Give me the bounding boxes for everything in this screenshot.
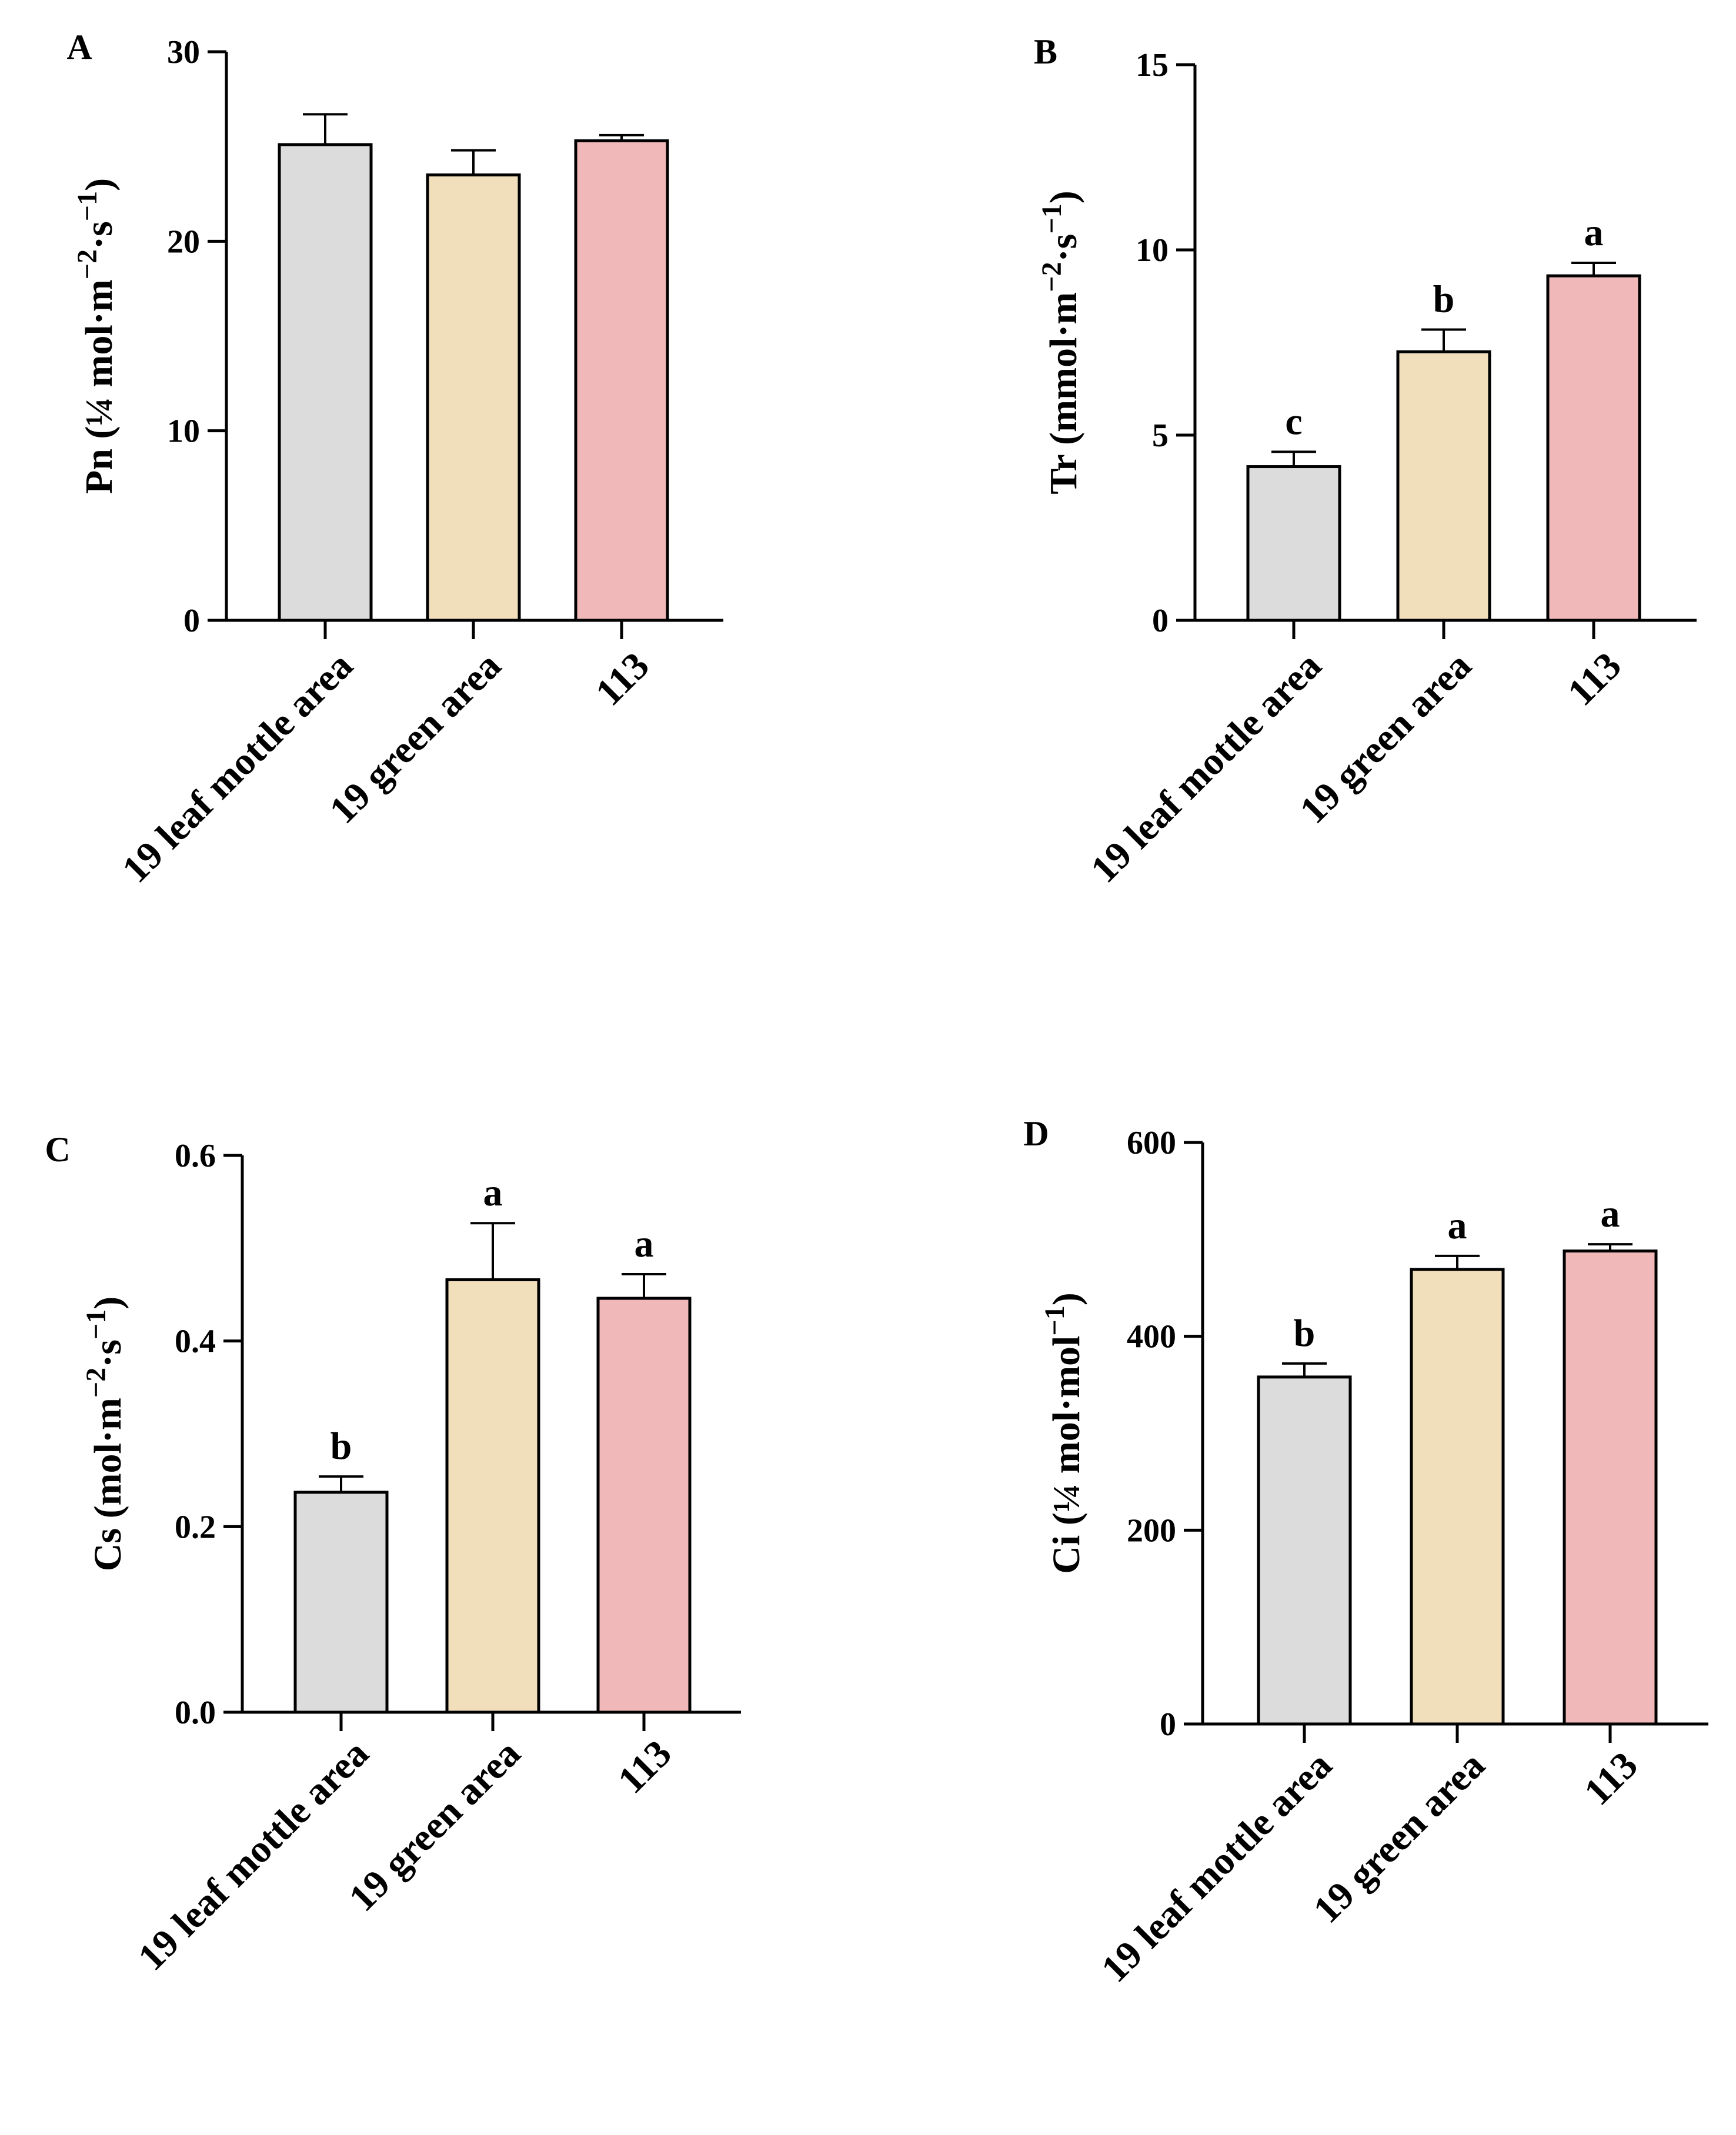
significance-letter: c [1285,400,1302,443]
y-tick-label: 0 [183,603,200,639]
y-tick-label: 30 [167,34,200,71]
y-axis-title: Ci (¼ mol·mol−1) [1039,1292,1089,1573]
category-label: 113 [1576,1743,1646,1813]
bar [293,1491,389,1714]
bar [278,143,373,622]
significance-letter: a [1584,211,1604,254]
significance-letter: a [1601,1192,1620,1235]
bar [596,1297,692,1714]
bar [426,173,521,622]
category-label: 19 leaf mottle area [130,1732,377,1979]
significance-letter: a [1448,1204,1467,1247]
y-axis-title: Tr (mmol·m−2·s−1) [1036,191,1086,494]
y-tick-label: 15 [1136,47,1169,83]
y-tick-label: 400 [1127,1319,1176,1355]
category-label: 113 [587,644,657,714]
significance-letter: b [1294,1312,1316,1355]
bar [1563,1249,1658,1726]
bar [445,1278,540,1714]
significance-letter: a [635,1222,654,1265]
category-label: 19 leaf mottle area [1093,1743,1340,1990]
y-tick-label: 10 [167,413,200,450]
bar [574,139,669,622]
y-axis-title: Cs (mol·m−2·s−1) [81,1297,130,1572]
panel-d: D 0 200 400 600 Ci (¼ mol·mol−1) b 19 leaf mott… [1023,1114,1708,1990]
panel-letter: A [66,28,92,66]
significance-letter: a [483,1171,503,1214]
y-tick-label: 0.2 [175,1509,216,1545]
category-label: 113 [610,1732,680,1802]
panel-letter: B [1034,32,1057,71]
bar [1257,1375,1352,1726]
y-tick-label: 0.4 [175,1324,216,1360]
category-label: 113 [1560,644,1630,714]
bar [1546,274,1641,622]
significance-letter: b [330,1425,352,1468]
bar [1396,350,1491,622]
y-tick-label: 600 [1127,1125,1176,1161]
y-tick-label: 0 [1152,603,1169,639]
panel-letter: D [1023,1114,1049,1153]
y-tick-label: 20 [167,223,200,260]
y-tick-label: 5 [1152,417,1169,454]
significance-letter: b [1433,278,1455,320]
bar [1246,465,1341,622]
bar [1410,1268,1505,1726]
panel-letter: C [45,1130,70,1169]
category-label: 19 leaf mottle area [114,644,361,891]
y-tick-label: 200 [1127,1512,1176,1549]
y-axis-title: Pn (¼ mol·m−2·s−1) [72,178,121,494]
y-tick-label: 0.0 [175,1695,216,1731]
category-label: 19 leaf mottle area [1083,644,1330,891]
panel-b: B 0 5 10 15 Tr (mmol·m−2·s−1) c 19 leaf mottle … [1034,32,1697,891]
y-tick-label: 10 [1136,232,1169,269]
panel-c: C 0.0 0.2 0.4 0.6 Cs (mol·m−2·s−1) b 19 leaf mo… [45,1130,741,1979]
panel-a: A 0 10 20 30 Pn (¼ mol·m−2·s−1) 19 leaf mottle… [66,28,723,891]
y-tick-label: 0.6 [175,1138,216,1174]
y-tick-label: 0 [1160,1706,1176,1743]
